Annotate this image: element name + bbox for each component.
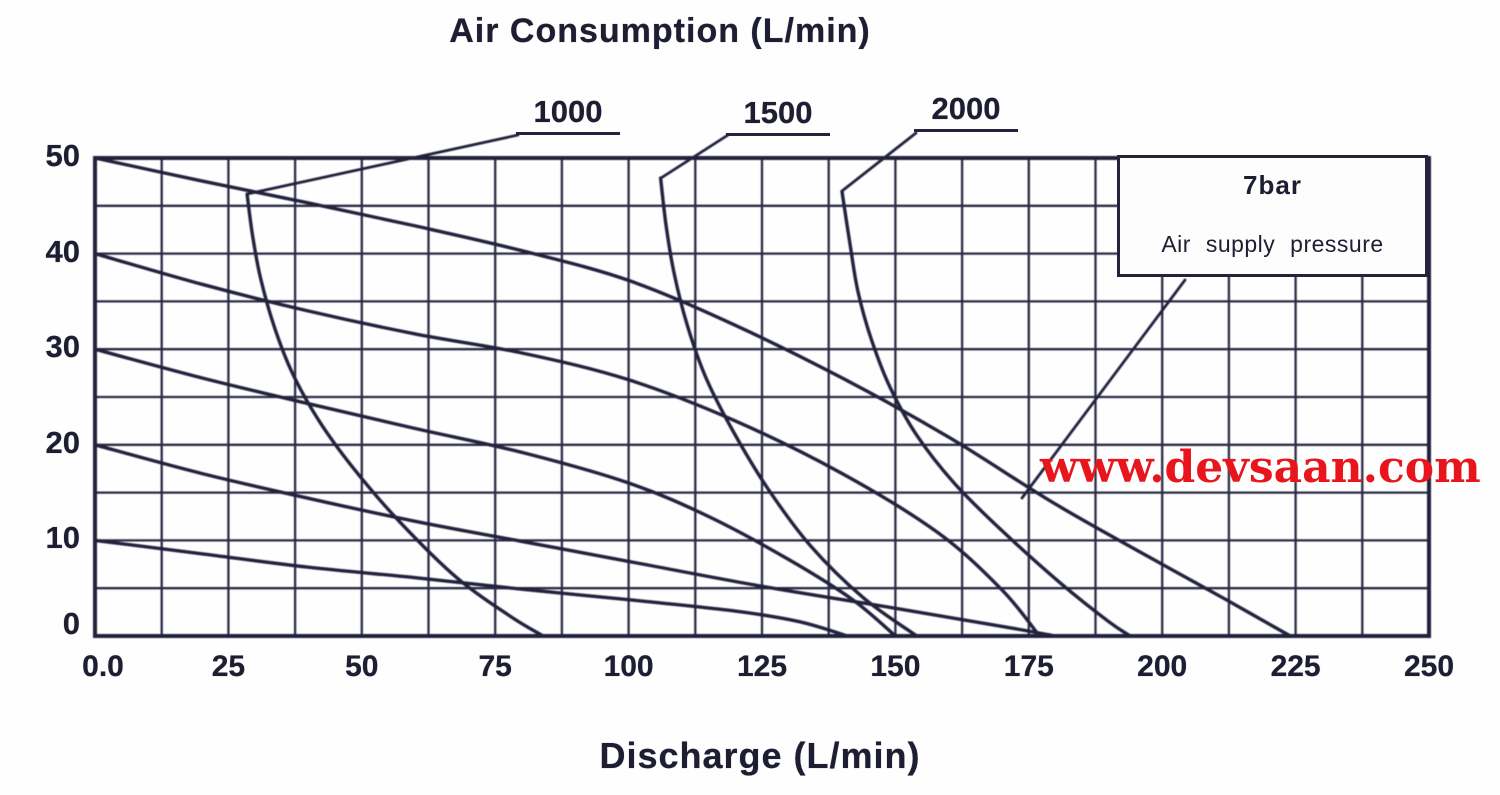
air-curve-label-1500: 1500 (726, 95, 830, 136)
x-tick-label: 50 (345, 650, 379, 683)
x-axis-title: Discharge (L/min) (599, 735, 921, 776)
x-tick-label: 125 (736, 650, 788, 683)
air-curve-label-2000: 2000 (914, 91, 1018, 132)
y-tick-label: 10 (45, 520, 80, 556)
pressure-caption: Air supply pressure (1161, 231, 1384, 257)
chart-title: Air Consumption (L/min) (449, 12, 871, 50)
x-tick-label: 150 (870, 650, 921, 683)
watermark-text: www.devsaan.com (1040, 442, 1481, 493)
x-tick-label: 25 (211, 650, 246, 683)
x-tick-label: 225 (1270, 650, 1321, 683)
air-curve-label-1000: 1000 (516, 94, 620, 135)
pressure-value: 7bar (1243, 170, 1302, 200)
y-tick-label: 40 (45, 233, 80, 269)
x-tick-label: 75 (478, 650, 512, 683)
y-tick-label: 30 (45, 329, 80, 365)
y-tick-label: 20 (45, 424, 80, 460)
x-tick-label: 200 (1137, 650, 1188, 683)
x-tick-label: 175 (1003, 650, 1054, 683)
y-tick-label: 0 (62, 606, 80, 641)
x-tick-label: 0.0 (82, 650, 124, 683)
y-tick-label: 50 (45, 138, 80, 173)
x-tick-label: 100 (603, 650, 654, 683)
air-supply-pressure-box: 7bar Air supply pressure (1117, 155, 1428, 277)
x-tick-label: 250 (1403, 650, 1455, 683)
